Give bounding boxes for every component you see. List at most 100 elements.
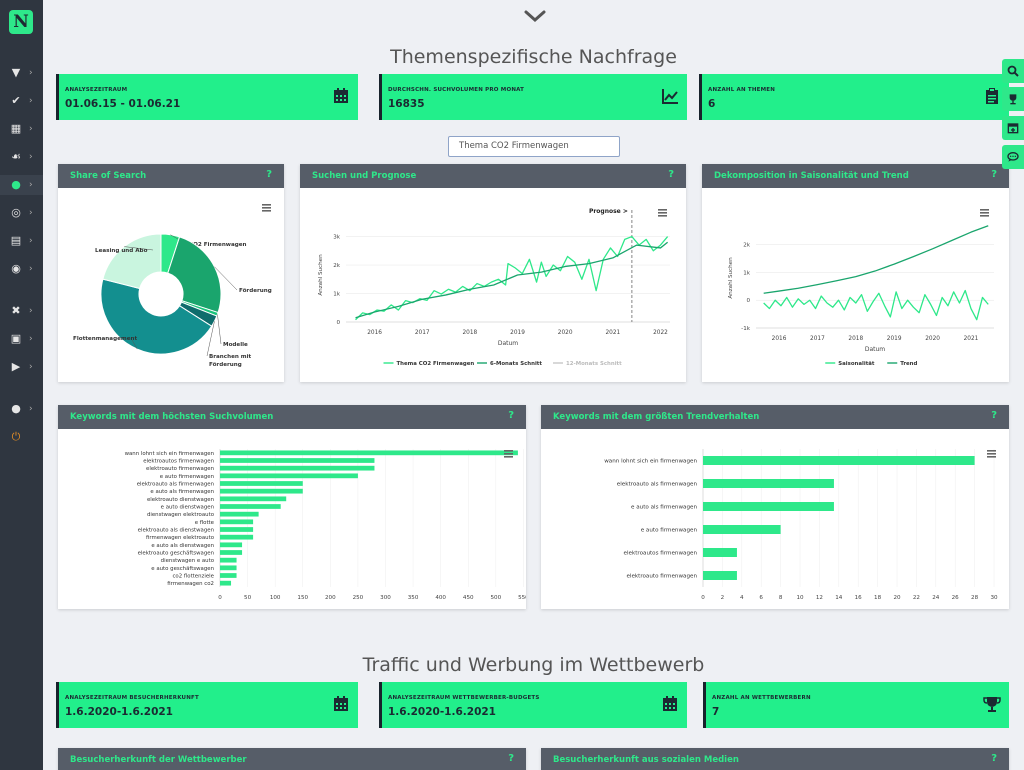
- card-suchen-prognose: Suchen und Prognose ? 0 1k 2k 3k 2016 2017 201…: [300, 164, 686, 382]
- card-title: Suchen und Prognose: [312, 171, 417, 181]
- help-icon[interactable]: ?: [508, 753, 514, 764]
- keywords-volume-chart: 050100150200250300350400450500550600wann…: [125, 449, 526, 601]
- sidebar-item-handshake[interactable]: ☙ ›: [0, 147, 43, 167]
- share-of-search-chart: CO2 Firmenwagen Förderung Modelle Branchen …: [73, 204, 272, 368]
- card-header: Share of Search ?: [58, 164, 284, 188]
- help-icon[interactable]: ?: [991, 410, 997, 421]
- bar: [703, 548, 737, 557]
- sidebar-item-tools[interactable]: ✖ ›: [0, 301, 43, 321]
- sidebar-item-calculator[interactable]: ▦ ›: [0, 119, 43, 139]
- menu-line: [262, 207, 271, 209]
- x-tick-label: 2: [721, 595, 725, 601]
- card-title: Share of Search: [70, 171, 147, 181]
- card-share-of-search: Share of Search ? CO2 Firmenwagen Förderu…: [58, 164, 284, 382]
- menu-line: [980, 212, 989, 214]
- x-tick-label: 20: [893, 595, 901, 601]
- bar: [703, 502, 834, 511]
- x-tick-label: 12: [816, 595, 823, 601]
- trophy-icon: [1009, 94, 1017, 105]
- bar: [220, 511, 259, 517]
- card-header: Besucherherkunft der Wettbewerber ?: [58, 748, 526, 770]
- x-tick-label: 50: [244, 595, 252, 601]
- sidebar-item-power[interactable]: ⏻: [0, 427, 43, 447]
- x-tick-label: 28: [971, 595, 979, 601]
- y-axis-label: Anzahl Suchen: [318, 254, 324, 296]
- category-label: elektroauto als dienstwagen: [138, 528, 214, 534]
- filter-icon: ▼: [11, 66, 21, 79]
- category-label: wann lohnt sich ein firmenwagen: [125, 451, 214, 457]
- chart-menu-icon[interactable]: [262, 204, 271, 212]
- pie-slice: [167, 236, 222, 314]
- search-icon: [1007, 65, 1019, 77]
- x-tick-label: 26: [952, 595, 960, 601]
- sidebar-item-play[interactable]: ▶ ›: [0, 357, 43, 377]
- category-label: elektroauto firmenwagen: [626, 574, 697, 580]
- legend-label: Saisonalität: [838, 361, 875, 367]
- bar: [220, 542, 243, 548]
- side-tab-search[interactable]: [1002, 59, 1024, 83]
- menu-line: [987, 453, 996, 455]
- sidebar-item-keyboard[interactable]: ▤ ›: [0, 231, 43, 251]
- kpi-themen: ANZAHL AN THEMEN 6: [699, 74, 1009, 120]
- pie-label: Flottenmanagement: [73, 336, 137, 342]
- y-tick-label: 0: [336, 320, 340, 326]
- chart-menu-icon[interactable]: [980, 209, 989, 217]
- help-icon[interactable]: ?: [266, 169, 272, 180]
- bar: [220, 496, 287, 502]
- app-logo[interactable]: N: [9, 10, 33, 34]
- collapse-chevron-icon[interactable]: [521, 6, 549, 26]
- kpi-value: 7: [712, 706, 720, 718]
- pie-leader-line: [214, 266, 238, 291]
- target-icon: ◎: [11, 206, 21, 219]
- chart-menu-icon[interactable]: [504, 450, 513, 458]
- chart-menu-icon[interactable]: [658, 209, 667, 217]
- pie-leader-line: [130, 337, 138, 350]
- kpi-zeitraum-budgets: ANALYSEZEITRAUM WETTBEWERBER-BUDGETS 1.6…: [379, 682, 687, 728]
- chevron-right-icon: ›: [29, 264, 33, 274]
- sidebar-item-lock[interactable]: ▣ ›: [0, 329, 43, 349]
- sidebar-item-target[interactable]: ◎ ›: [0, 203, 43, 223]
- sidebar-item-eye[interactable]: ◉ ›: [0, 259, 43, 279]
- calendar-plus-icon: [1007, 123, 1019, 134]
- pie-slice: [102, 233, 162, 290]
- sidebar-item-lightbulb[interactable]: ● ›: [0, 175, 43, 195]
- category-label: elektroautos firmenwagen: [143, 459, 214, 465]
- x-tick-label: 8: [779, 595, 783, 601]
- pie-label: Branchen mit: [209, 354, 252, 360]
- sidebar-item-filter[interactable]: ▼ ›: [0, 63, 43, 83]
- help-icon[interactable]: ?: [991, 753, 997, 764]
- x-tick-label: 2021: [964, 336, 979, 342]
- handshake-icon: ☙: [11, 150, 21, 163]
- pie-label: Leasing und Abo: [95, 248, 148, 254]
- side-tab-chat[interactable]: [1002, 145, 1024, 169]
- y-tick-label: 3k: [333, 235, 341, 241]
- lightbulb-icon: ●: [11, 178, 21, 191]
- x-tick-label: 6: [759, 595, 763, 601]
- menu-line: [262, 204, 271, 206]
- calendar-icon: [334, 88, 348, 103]
- card-dekomposition: Dekomposition in Saisonalität und Trend …: [702, 164, 1009, 382]
- help-icon[interactable]: ?: [991, 169, 997, 180]
- category-label: e auto dienstwagen: [161, 505, 214, 511]
- x-tick-label: 24: [932, 595, 940, 601]
- side-tab-calendar[interactable]: [1002, 116, 1024, 140]
- theme-select[interactable]: Thema CO2 Firmenwagen: [448, 136, 620, 157]
- kpi-value: 1.6.2020-1.6.2021: [388, 706, 496, 718]
- chart-menu-icon[interactable]: [987, 450, 996, 458]
- x-tick-label: 550: [518, 595, 526, 601]
- sidebar-item-user[interactable]: ● ›: [0, 399, 43, 419]
- calculator-icon: ▦: [10, 122, 22, 135]
- sidebar-item-check[interactable]: ✔ ›: [0, 91, 43, 111]
- help-icon[interactable]: ?: [668, 169, 674, 180]
- card-title: Besucherherkunft aus sozialen Medien: [553, 755, 739, 765]
- help-icon[interactable]: ?: [508, 410, 514, 421]
- x-tick-label: 0: [218, 595, 222, 601]
- bar: [703, 571, 737, 580]
- side-tab-trophy[interactable]: [1002, 87, 1024, 111]
- kpi-value: 6: [708, 98, 716, 110]
- category-label: e auto firmenwagen: [641, 528, 698, 534]
- x-tick-label: 2016: [367, 330, 382, 336]
- bar: [220, 504, 281, 509]
- power-icon: ⏻: [11, 430, 21, 443]
- bar: [220, 465, 375, 471]
